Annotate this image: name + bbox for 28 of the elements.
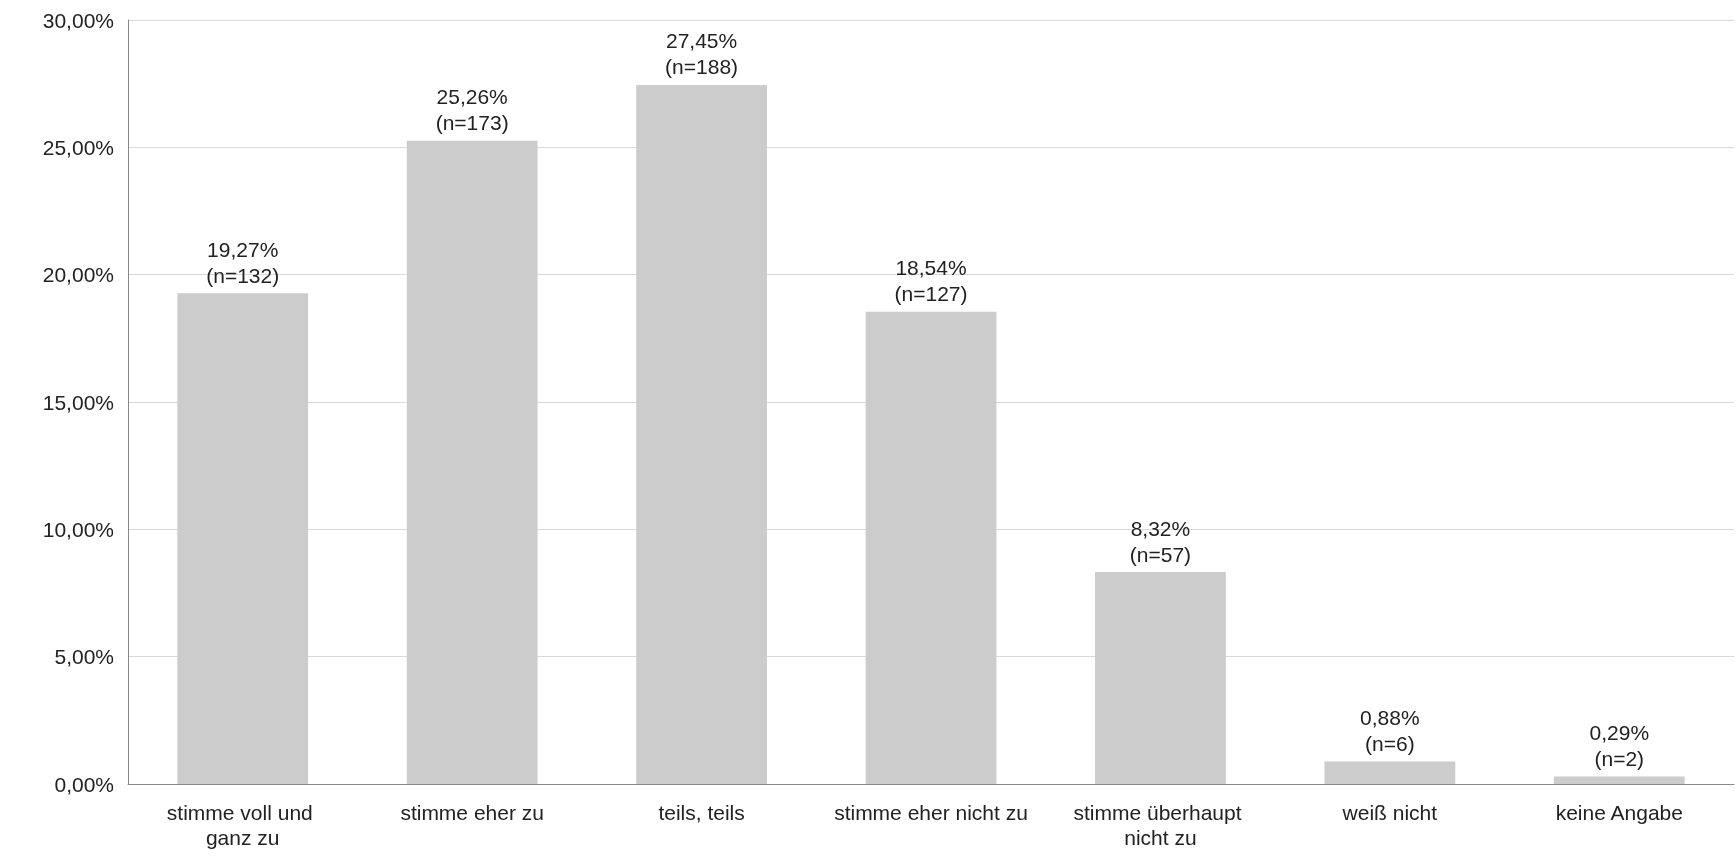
y-tick-label: 15,00% xyxy=(42,390,114,414)
bar xyxy=(1553,776,1685,784)
y-tick-label: 30,00% xyxy=(42,8,114,32)
bar xyxy=(865,311,997,784)
y-tick-label: 20,00% xyxy=(42,263,114,287)
bar xyxy=(1095,572,1226,784)
data-label: 25,26% (n=173) xyxy=(435,85,509,135)
data-label: 0,29% (n=2) xyxy=(1589,721,1650,771)
x-tick-label: teils, teils xyxy=(658,801,745,824)
y-tick-label: 5,00% xyxy=(54,645,114,669)
bar xyxy=(636,84,767,784)
data-label: 0,88% (n=6) xyxy=(1360,706,1420,756)
y-tick-label: 10,00% xyxy=(42,517,114,541)
y-tick-label: 25,00% xyxy=(42,135,114,159)
y-tick-label: 0,00% xyxy=(54,772,114,796)
bar xyxy=(406,140,538,784)
data-label: 19,27% (n=132) xyxy=(206,237,280,287)
x-tick-label: stimme eher zu xyxy=(400,801,544,824)
x-tick-label: stimme voll und ganz zu xyxy=(166,801,319,849)
x-tick-label: stimme überhaupt nicht zu xyxy=(1073,801,1248,849)
bar xyxy=(1324,761,1456,784)
x-tick-label: stimme eher nicht zu xyxy=(834,801,1028,824)
x-tick-label: weiß nicht xyxy=(1341,801,1438,824)
x-tick-label: keine Angabe xyxy=(1555,801,1683,824)
data-label: 27,45% (n=188) xyxy=(665,29,739,79)
data-label: 8,32% (n=57) xyxy=(1129,516,1192,566)
data-label: 18,54% (n=127) xyxy=(894,256,968,306)
bar xyxy=(177,293,309,784)
